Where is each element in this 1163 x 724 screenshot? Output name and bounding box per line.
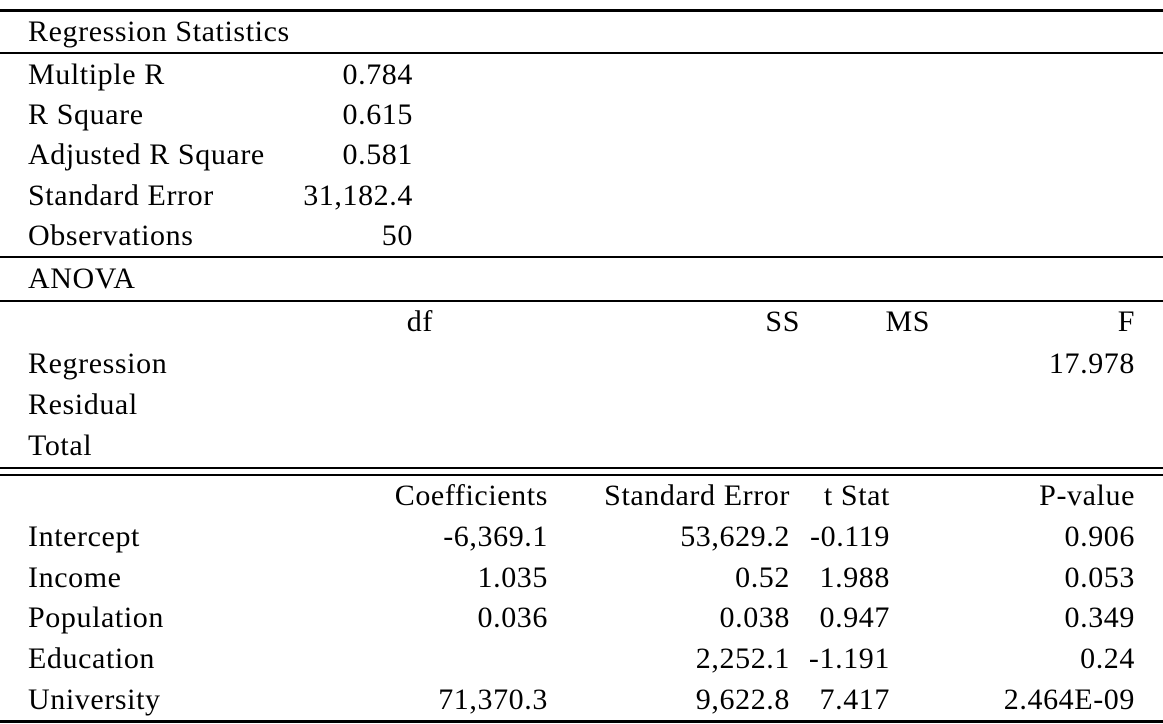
standard-error-value: 2,252.1 — [695, 641, 790, 675]
t-stat-value: 1.988 — [819, 560, 890, 594]
coeff-row-population: Population 0.036 0.038 0.947 0.349 — [0, 598, 1163, 639]
coeff-header-coefficients: Coefficients — [394, 479, 548, 513]
coeff-row-label: Intercept — [28, 519, 140, 553]
top-margin — [0, 0, 1163, 9]
stat-value: 0.615 — [342, 97, 413, 131]
stat-label: Adjusted R Square — [28, 138, 265, 172]
stat-value: 31,182.4 — [303, 178, 413, 212]
stat-label: Standard Error — [28, 178, 214, 212]
coeff-row-university: University 71,370.3 9,622.8 7.417 2.464E… — [0, 679, 1163, 720]
standard-error-value: 0.038 — [719, 601, 790, 635]
coeff-header-t-stat: t Stat — [823, 479, 890, 513]
standard-error-value: 9,622.8 — [695, 682, 790, 716]
coefficient-value: 1.035 — [477, 560, 548, 594]
t-stat-value: -1.191 — [808, 641, 890, 675]
anova-row-residual: Residual — [0, 384, 1163, 425]
anova-header-f: F — [1117, 305, 1135, 339]
p-value: 0.906 — [1064, 519, 1135, 553]
regression-statistics-section: Regression Statistics Multiple R 0.784 R… — [0, 12, 1163, 256]
anova-header-ms: MS — [885, 305, 930, 339]
stat-value: 0.581 — [342, 138, 413, 172]
coeff-header-standard-error: Standard Error — [604, 479, 790, 513]
anova-header-ss: SS — [765, 305, 800, 339]
section-rule — [0, 52, 1163, 55]
coefficients-header-row: Coefficients Standard Error t Stat P-val… — [0, 476, 1163, 517]
double-rule — [0, 466, 1163, 476]
anova-title: ANOVA — [28, 261, 136, 295]
p-value: 0.053 — [1064, 560, 1135, 594]
coeff-row-income: Income 1.035 0.52 1.988 0.053 — [0, 557, 1163, 598]
stat-label: R Square — [28, 97, 144, 131]
regression-statistics-title-row: Regression Statistics — [0, 12, 1163, 52]
section-rule — [0, 256, 1163, 259]
coeff-row-label: Population — [28, 601, 165, 635]
anova-header-df: df — [406, 305, 433, 339]
p-value: 0.24 — [1080, 641, 1135, 675]
stats-row-standard-error: Standard Error 31,182.4 — [0, 176, 1163, 216]
anova-row-label: Regression — [28, 346, 168, 380]
coefficients-section: Coefficients Standard Error t Stat P-val… — [0, 476, 1163, 720]
anova-row-regression: Regression 17.978 — [0, 343, 1163, 384]
stats-row-r-square: R Square 0.615 — [0, 95, 1163, 135]
coeff-row-intercept: Intercept -6,369.1 53,629.2 -0.119 0.906 — [0, 517, 1163, 558]
anova-title-row: ANOVA — [0, 258, 1163, 299]
coefficient-value: 0.036 — [477, 601, 548, 635]
coeff-row-label: University — [28, 682, 161, 716]
top-rule — [0, 9, 1163, 12]
standard-error-value: 53,629.2 — [680, 519, 790, 553]
stats-row-multiple-r: Multiple R 0.784 — [0, 54, 1163, 94]
stats-row-adjusted-r-square: Adjusted R Square 0.581 — [0, 135, 1163, 175]
stats-row-observations: Observations 50 — [0, 216, 1163, 256]
anova-f-value: 17.978 — [1048, 346, 1135, 380]
p-value: 0.349 — [1064, 601, 1135, 635]
stat-value: 50 — [381, 219, 413, 253]
anova-header-row: df SS MS F — [0, 302, 1163, 343]
anova-section: ANOVA df SS MS F Regression 17.978 Resid… — [0, 258, 1163, 466]
coeff-header-p-value: P-value — [1039, 479, 1135, 513]
stat-label: Observations — [28, 219, 194, 253]
coefficient-value: 71,370.3 — [438, 682, 548, 716]
standard-error-value: 0.52 — [735, 560, 790, 594]
t-stat-value: -0.119 — [810, 519, 890, 553]
stat-value: 0.784 — [342, 57, 413, 91]
regression-statistics-title: Regression Statistics — [28, 15, 290, 49]
t-stat-value: 7.417 — [819, 682, 890, 716]
t-stat-value: 0.947 — [819, 601, 890, 635]
anova-row-total: Total — [0, 426, 1163, 467]
section-rule — [0, 299, 1163, 302]
anova-row-label: Total — [28, 429, 93, 463]
anova-row-label: Residual — [28, 387, 138, 421]
coefficient-value: -6,369.1 — [443, 519, 548, 553]
p-value: 2.464E-09 — [1003, 682, 1135, 716]
coeff-row-education: Education 2,252.1 -1.191 0.24 — [0, 639, 1163, 680]
coeff-row-label: Education — [28, 641, 156, 675]
coeff-row-label: Income — [28, 560, 122, 594]
bottom-rule — [0, 719, 1163, 723]
stat-label: Multiple R — [28, 57, 165, 91]
